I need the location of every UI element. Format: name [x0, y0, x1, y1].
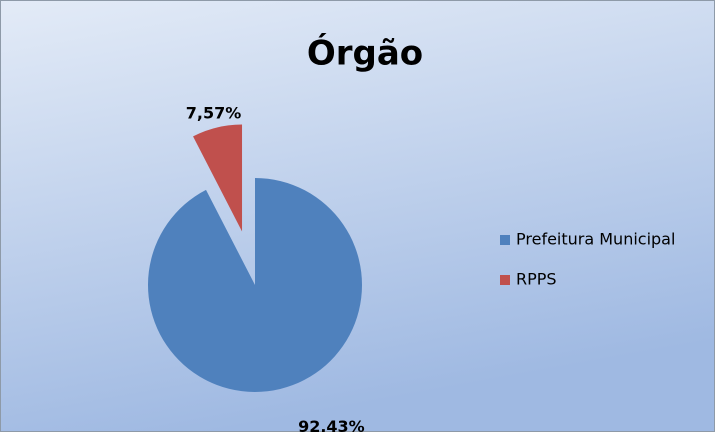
pie-slice — [147, 178, 362, 392]
data-label: 92,43% — [298, 417, 365, 432]
legend-swatch — [500, 235, 510, 245]
chart-title: Órgão — [307, 33, 423, 74]
data-label: 7,57% — [186, 103, 242, 122]
legend-swatch — [500, 275, 510, 285]
legend-label: RPPS — [516, 270, 557, 289]
pie-slice — [193, 124, 243, 232]
legend-label: Prefeitura Municipal — [516, 230, 675, 249]
